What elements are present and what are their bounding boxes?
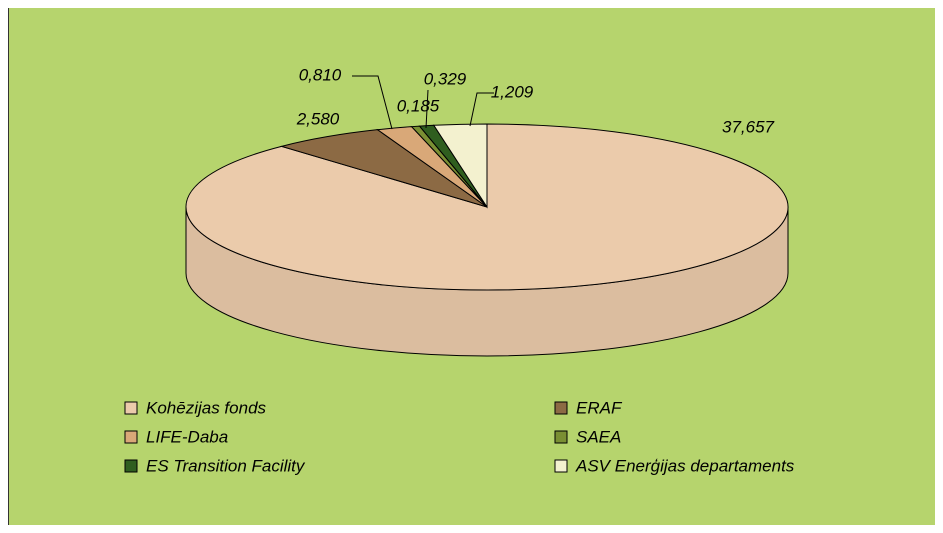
leader-line — [352, 75, 393, 130]
legend-swatch — [124, 459, 138, 473]
legend-swatch — [124, 401, 138, 415]
legend-swatch — [554, 401, 568, 415]
legend: Kohēzijas fonds ERAF LIFE-Daba SAEA ES Trans… — [124, 398, 795, 475]
leader-line — [425, 89, 429, 129]
legend-swatch — [124, 430, 138, 444]
slice — [432, 123, 488, 209]
legend-label: LIFE-Daba — [146, 427, 228, 446]
labels: 37,657 2,580 0,810 0,185 0,329 1,209 — [296, 65, 775, 136]
pie — [185, 123, 789, 357]
data-label: 2,580 — [296, 109, 340, 128]
legend-label: Kohēzijas fonds — [146, 398, 267, 417]
legend-swatch — [554, 459, 568, 473]
data-label: 0,810 — [299, 65, 342, 84]
data-label: 1,209 — [491, 82, 534, 101]
data-label: 37,657 — [722, 117, 775, 136]
legend-label: ERAF — [576, 398, 623, 417]
legend-label: ASV Enerģijas departaments — [575, 456, 795, 475]
legend-label: ES Transition Facility — [146, 456, 306, 475]
data-label: 0,329 — [424, 69, 467, 88]
legend-swatch — [554, 430, 568, 444]
legend-label: SAEA — [576, 427, 621, 446]
leader-line — [469, 92, 494, 127]
data-label: 0,185 — [397, 96, 440, 115]
